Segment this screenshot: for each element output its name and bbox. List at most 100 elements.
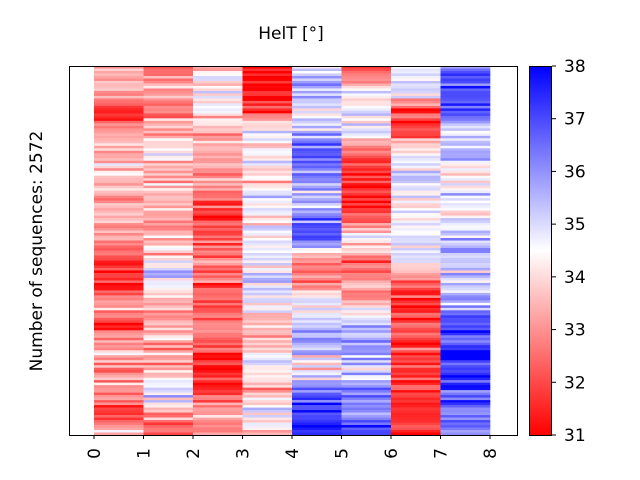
heatmap-cell — [292, 342, 342, 346]
heatmap-cell — [341, 252, 392, 256]
heatmap-cell — [391, 337, 441, 341]
heatmap-cell — [143, 238, 194, 241]
heatmap-cell — [242, 332, 293, 336]
heatmap-cell — [440, 243, 491, 246]
heatmap-cell — [193, 262, 243, 266]
heatmap-cell — [391, 83, 441, 87]
heatmap-cell — [440, 218, 491, 221]
heatmap-cell — [94, 390, 144, 393]
heatmap-cell — [143, 290, 194, 294]
heatmap-cell — [143, 230, 194, 234]
heatmap-cell — [391, 95, 441, 99]
heatmap-cell — [242, 430, 293, 433]
heatmap-cell — [391, 372, 441, 376]
heatmap-cell — [292, 248, 342, 251]
heatmap-cell — [94, 422, 144, 426]
heatmap-cell — [391, 80, 441, 84]
heatmap-cell — [440, 135, 491, 139]
heatmap-cell — [242, 138, 293, 142]
heatmap-cell — [94, 145, 144, 149]
heatmap-cell — [292, 120, 342, 124]
colorbar-tick-label: 38 — [564, 57, 586, 77]
heatmap-cell — [292, 382, 342, 386]
heatmap-cell — [440, 223, 491, 226]
heatmap-cell — [341, 250, 392, 254]
heatmap-cell — [242, 395, 293, 398]
heatmap-cell — [242, 213, 293, 216]
heatmap-cell — [292, 275, 342, 279]
heatmap-cell — [143, 407, 194, 411]
heatmap-cell — [94, 88, 144, 92]
heatmap-cell — [193, 135, 243, 139]
heatmap-cell — [94, 198, 144, 201]
heatmap-cell — [143, 417, 194, 421]
heatmap-cell — [292, 367, 342, 371]
heatmap-cell — [143, 345, 194, 349]
heatmap-cell — [143, 68, 194, 72]
heatmap-cell — [193, 392, 243, 396]
heatmap-cell — [242, 367, 293, 371]
heatmap-cell — [94, 345, 144, 349]
heatmap-cell — [292, 427, 342, 431]
heatmap-cell — [341, 277, 392, 281]
heatmap-cell — [193, 272, 243, 276]
heatmap-cell — [391, 90, 441, 94]
heatmap-cell — [193, 250, 243, 254]
heatmap-cell — [143, 245, 194, 249]
heatmap-cell — [440, 412, 491, 416]
heatmap-cell — [193, 195, 243, 199]
heatmap-cell — [94, 123, 144, 127]
heatmap-cell — [440, 335, 491, 339]
heatmap-cell — [143, 297, 194, 301]
heatmap-cell — [292, 160, 342, 164]
x-tick-label: 2 — [184, 448, 204, 459]
heatmap-cell — [143, 90, 194, 94]
heatmap-cell — [94, 108, 144, 112]
heatmap-cell — [391, 280, 441, 284]
heatmap-cell — [94, 125, 144, 129]
heatmap-cell — [292, 215, 342, 219]
heatmap-cell — [193, 240, 243, 244]
heatmap-cell — [341, 135, 392, 139]
heatmap-cell — [242, 402, 293, 406]
heatmap-cell — [143, 98, 194, 102]
heatmap-cell — [440, 188, 491, 191]
heatmap-cell — [143, 370, 194, 373]
heatmap-cell — [440, 262, 491, 266]
heatmap-cell — [193, 213, 243, 216]
heatmap-cell — [193, 175, 243, 179]
heatmap-cell — [292, 183, 342, 186]
heatmap-cell — [242, 265, 293, 269]
heatmap-cell — [440, 402, 491, 406]
heatmap-cell — [94, 78, 144, 82]
heatmap-cell — [391, 302, 441, 306]
heatmap-cell — [143, 420, 194, 423]
heatmap-cell — [440, 297, 491, 301]
heatmap-cell — [440, 170, 491, 174]
heatmap-cell — [193, 330, 243, 334]
heatmap-cell — [440, 330, 491, 334]
heatmap-cell — [292, 257, 342, 261]
heatmap-cell — [440, 317, 491, 321]
heatmap-cell — [94, 322, 144, 326]
heatmap-cell — [94, 98, 144, 102]
heatmap-cell — [341, 73, 392, 77]
heatmap-cell — [143, 80, 194, 84]
heatmap-cell — [440, 422, 491, 426]
heatmap-cell — [242, 100, 293, 104]
heatmap-cell — [193, 277, 243, 281]
heatmap-cell — [143, 265, 194, 269]
heatmap-cell — [242, 317, 293, 321]
heatmap-cell — [391, 173, 441, 176]
heatmap-cell — [292, 100, 342, 104]
heatmap-cell — [440, 210, 491, 214]
heatmap-cell — [242, 125, 293, 129]
heatmap-cell — [292, 352, 342, 356]
heatmap-cell — [242, 417, 293, 421]
heatmap-cell — [292, 290, 342, 294]
heatmap-cell — [292, 372, 342, 376]
heatmap-cell — [94, 315, 144, 319]
heatmap-cell — [391, 320, 441, 324]
heatmap-cell — [292, 355, 342, 359]
heatmap-cell — [292, 73, 342, 77]
